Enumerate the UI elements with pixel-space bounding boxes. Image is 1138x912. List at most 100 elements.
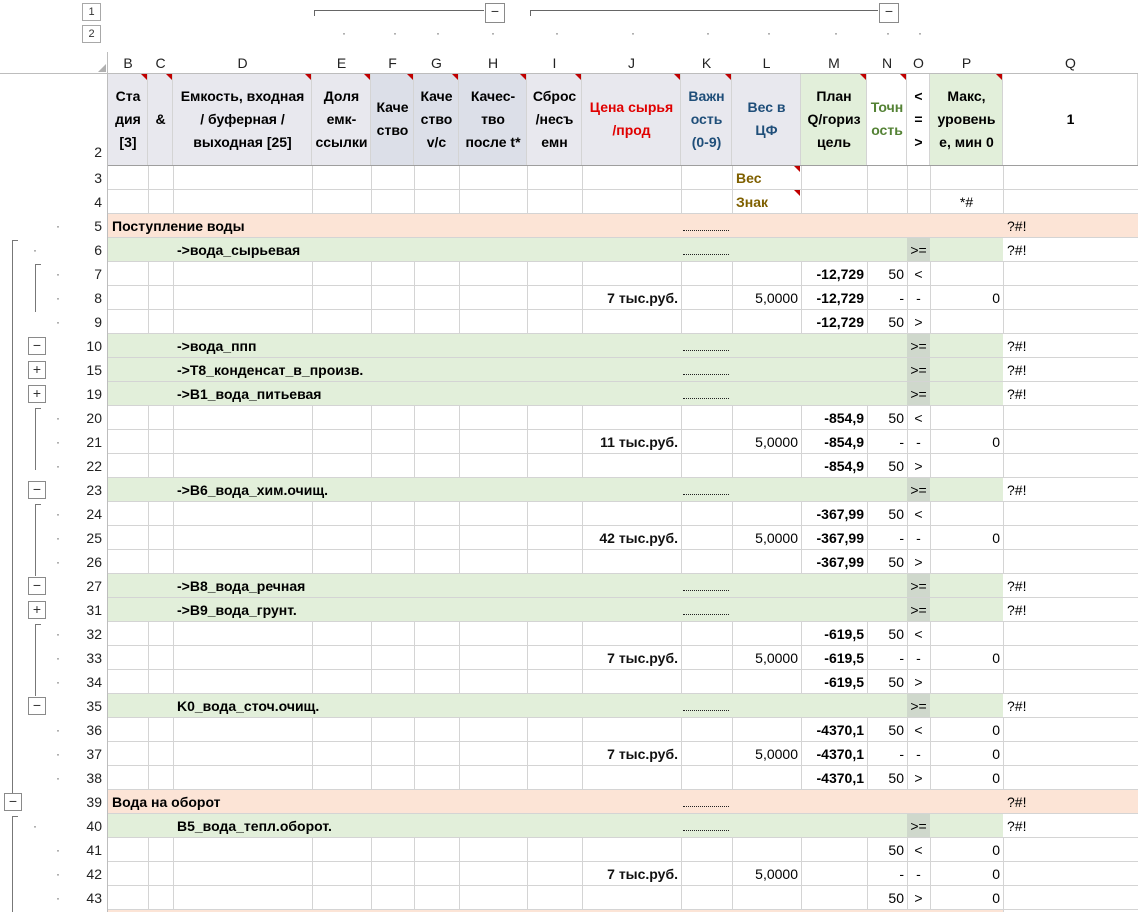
cell-O-42[interactable]: - xyxy=(916,866,921,882)
cell-M-9[interactable]: -12,729 xyxy=(816,314,864,330)
row-header-33[interactable]: 33 xyxy=(86,650,102,666)
cell-L-8[interactable]: 5,0000 xyxy=(755,290,798,306)
row-group-expand-button[interactable]: + xyxy=(28,601,46,619)
cell-O-32[interactable]: < xyxy=(914,626,923,642)
cell-P-25[interactable]: 0 xyxy=(992,530,1000,546)
row-header-8[interactable]: 8 xyxy=(94,290,102,306)
cell-O-35[interactable]: >= xyxy=(910,698,927,714)
column-header-K[interactable]: K xyxy=(701,55,712,71)
cell-N-41[interactable]: 50 xyxy=(888,842,904,858)
cell-D-6[interactable]: ->вода_сырьевая xyxy=(177,242,301,258)
select-all-corner[interactable] xyxy=(75,52,108,74)
cell-D-27[interactable]: ->B8_вода_речная xyxy=(177,578,306,594)
cell-J-25[interactable]: 42 тыс.руб. xyxy=(599,530,678,546)
cell-M-22[interactable]: -854,9 xyxy=(824,458,864,474)
cell-Q-23[interactable]: ?#! xyxy=(1007,482,1027,498)
cell-D-10[interactable]: ->вода_ппп xyxy=(177,338,257,354)
cell-M-20[interactable]: -854,9 xyxy=(824,410,864,426)
cell-O-22[interactable]: > xyxy=(914,458,923,474)
cell-O-23[interactable]: >= xyxy=(910,482,927,498)
cell-O-40[interactable]: >= xyxy=(910,818,927,834)
cell-O-9[interactable]: > xyxy=(914,314,923,330)
cell-M-32[interactable]: -619,5 xyxy=(824,626,864,642)
cell-P-37[interactable]: 0 xyxy=(992,746,1000,762)
row-header-22[interactable]: 22 xyxy=(86,458,102,474)
cell-L-33[interactable]: 5,0000 xyxy=(755,650,798,666)
row-header-41[interactable]: 41 xyxy=(86,842,102,858)
row-header-36[interactable]: 36 xyxy=(86,722,102,738)
row-header-32[interactable]: 32 xyxy=(86,626,102,642)
cell-N-22[interactable]: 50 xyxy=(888,458,904,474)
cell-Q-6[interactable]: ?#! xyxy=(1007,242,1027,258)
cell-N-24[interactable]: 50 xyxy=(888,506,904,522)
cell-J-37[interactable]: 7 тыс.руб. xyxy=(607,746,678,762)
column-header-J[interactable]: J xyxy=(628,55,635,71)
column-level-button-2[interactable]: 2 xyxy=(82,25,101,43)
row-header-20[interactable]: 20 xyxy=(86,410,102,426)
row-header-19[interactable]: 19 xyxy=(86,386,102,402)
cell-O-10[interactable]: >= xyxy=(910,338,927,354)
row-header-38[interactable]: 38 xyxy=(86,770,102,786)
cell-M-34[interactable]: -619,5 xyxy=(824,674,864,690)
row-header-25[interactable]: 25 xyxy=(86,530,102,546)
cell-O-38[interactable]: > xyxy=(914,770,923,786)
cell-M-33[interactable]: -619,5 xyxy=(824,650,864,666)
cell-P-43[interactable]: 0 xyxy=(992,890,1000,906)
cell-M-21[interactable]: -854,9 xyxy=(824,434,864,450)
cell-O-21[interactable]: - xyxy=(916,434,921,450)
cell-N-25[interactable]: - xyxy=(899,530,904,546)
cell-M-8[interactable]: -12,729 xyxy=(816,290,864,306)
cell-O-6[interactable]: >= xyxy=(910,242,927,258)
row-header-42[interactable]: 42 xyxy=(86,866,102,882)
cell-L-21[interactable]: 5,0000 xyxy=(755,434,798,450)
cell-M-36[interactable]: -4370,1 xyxy=(816,722,864,738)
cell-D-19[interactable]: ->B1_вода_питьевая xyxy=(177,386,322,402)
row-header-34[interactable]: 34 xyxy=(86,674,102,690)
column-header-P[interactable]: P xyxy=(961,55,972,71)
column-level-button-1[interactable]: 1 xyxy=(82,3,101,21)
cell-Q-27[interactable]: ?#! xyxy=(1007,578,1027,594)
cell-L-3[interactable]: Вес xyxy=(736,170,762,186)
cell-D-40[interactable]: B5_вода_тепл.оборот. xyxy=(177,818,332,834)
cell-L-42[interactable]: 5,0000 xyxy=(755,866,798,882)
cell-P-41[interactable]: 0 xyxy=(992,842,1000,858)
column-header-O[interactable]: O xyxy=(913,55,924,71)
cell-N-9[interactable]: 50 xyxy=(888,314,904,330)
column-header-B[interactable]: B xyxy=(123,55,133,71)
row-header-3[interactable]: 3 xyxy=(94,170,102,186)
column-header-C[interactable]: C xyxy=(155,55,166,71)
column-header-Q[interactable]: Q xyxy=(1065,55,1076,71)
cell-Q-15[interactable]: ?#! xyxy=(1007,362,1027,378)
cell-L-37[interactable]: 5,0000 xyxy=(755,746,798,762)
row-group-collapse-button[interactable]: − xyxy=(4,793,22,811)
row-header-10[interactable]: 10 xyxy=(86,338,102,354)
cell-J-21[interactable]: 11 тыс.руб. xyxy=(600,434,678,450)
row-group-collapse-button[interactable]: − xyxy=(28,577,46,595)
cell-L-4[interactable]: Знак xyxy=(736,194,769,210)
row-header-26[interactable]: 26 xyxy=(86,554,102,570)
row-header-39[interactable]: 39 xyxy=(86,794,102,810)
column-header-L[interactable]: L xyxy=(762,55,771,71)
row-header-6[interactable]: 6 xyxy=(94,242,102,258)
row-group-collapse-button[interactable]: − xyxy=(28,697,46,715)
cell-D-39[interactable]: Вода на оборот xyxy=(112,794,221,810)
cell-D-31[interactable]: ->B9_вода_грунт. xyxy=(177,602,297,618)
cell-N-37[interactable]: - xyxy=(899,746,904,762)
cell-P-21[interactable]: 0 xyxy=(992,434,1000,450)
cell-O-8[interactable]: - xyxy=(916,290,921,306)
row-header-4[interactable]: 4 xyxy=(94,194,102,210)
cell-D-15[interactable]: ->T8_конденсат_в_произв. xyxy=(177,362,364,378)
cell-D-23[interactable]: ->B6_вода_хим.очищ. xyxy=(177,482,329,498)
cell-N-33[interactable]: - xyxy=(899,650,904,666)
column-header-M[interactable]: M xyxy=(828,55,840,71)
row-header-21[interactable]: 21 xyxy=(86,434,102,450)
cell-P-36[interactable]: 0 xyxy=(992,722,1000,738)
cell-P-4[interactable]: *# xyxy=(959,194,974,210)
cell-L-25[interactable]: 5,0000 xyxy=(755,530,798,546)
cell-O-41[interactable]: < xyxy=(914,842,923,858)
cell-N-8[interactable]: - xyxy=(899,290,904,306)
cell-O-15[interactable]: >= xyxy=(910,362,927,378)
cell-Q-19[interactable]: ?#! xyxy=(1007,386,1027,402)
row-header-7[interactable]: 7 xyxy=(94,266,102,282)
cell-P-33[interactable]: 0 xyxy=(992,650,1000,666)
